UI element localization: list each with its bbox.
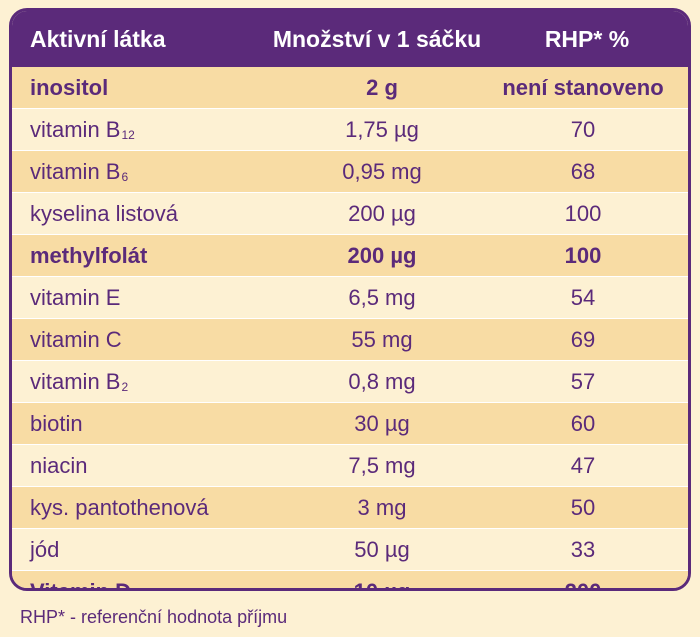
- amount-cell: 0,95 mg: [342, 158, 422, 184]
- rhp-cell: 50: [570, 494, 596, 520]
- substance-name: kys. pantothenová: [30, 494, 209, 520]
- substance-cell: kys. pantothenová: [30, 487, 209, 528]
- substance-name: vitamin B: [30, 116, 121, 142]
- substance-cell: niacin: [30, 445, 87, 486]
- footnote: RHP* - referenční hodnota příjmu: [20, 607, 288, 627]
- rhp-cell: 100: [564, 200, 602, 226]
- table-row: inositol 2 g není stanoveno: [12, 67, 688, 108]
- table-row: vitamin E 6,5 mg 54: [12, 276, 688, 318]
- rhp-cell: 68: [570, 158, 596, 184]
- amount-cell: 2 g: [366, 74, 398, 100]
- substance-name: jód: [30, 536, 60, 562]
- substance-subscript: 6: [121, 169, 129, 184]
- nutrition-table: Aktivní látka Množství v 1 sáčku RHP* % …: [9, 8, 691, 591]
- substance-cell: biotin: [30, 403, 83, 444]
- rhp-cell: 57: [570, 368, 596, 394]
- substance-name: inositol: [30, 74, 109, 100]
- table-row: jód 50 µg 33: [12, 528, 688, 570]
- table-row: biotin 30 µg 60: [12, 402, 688, 444]
- substance-name: vitamin B: [30, 368, 121, 394]
- substance-name: kyselina listová: [30, 200, 178, 226]
- substance-cell: methylfolát: [30, 235, 147, 276]
- table-row: vitamin B 12 1,75 µg 70: [12, 108, 688, 150]
- substance-name: vitamin B: [30, 158, 121, 184]
- table-row: methylfolát 200 µg 100: [12, 234, 688, 276]
- table-row: vitamin B 2 0,8 mg 57: [12, 360, 688, 402]
- rhp-cell: 69: [570, 326, 596, 352]
- rhp-cell: 60: [570, 410, 596, 436]
- table-row: vitamin C 55 mg 69: [12, 318, 688, 360]
- substance-cell: Vitamin D3: [30, 571, 139, 592]
- rhp-cell: 70: [570, 116, 596, 142]
- table-row: kys. pantothenová 3 mg 50: [12, 486, 688, 528]
- amount-cell: 200 µg: [348, 200, 416, 226]
- amount-cell: 0,8 mg: [348, 368, 416, 394]
- substance-name: biotin: [30, 410, 83, 436]
- table-header: Aktivní látka Množství v 1 sáčku RHP* %: [12, 11, 688, 67]
- rhp-cell: není stanoveno: [502, 74, 664, 100]
- substance-cell: vitamin E: [30, 277, 120, 318]
- substance-subscript: 2: [121, 379, 129, 394]
- rhp-cell: 33: [570, 536, 596, 562]
- header-active-substance: Aktivní látka: [30, 25, 166, 52]
- substance-name: vitamin C: [30, 326, 122, 352]
- rhp-cell: 54: [570, 284, 596, 310]
- rhp-cell: 100: [564, 242, 602, 268]
- amount-cell: 3 mg: [357, 494, 407, 520]
- substance-cell: jód: [30, 529, 59, 570]
- substance-name: methylfolát: [30, 242, 148, 268]
- amount-cell: 200 µg: [347, 242, 417, 268]
- amount-cell: 7,5 mg: [348, 452, 416, 478]
- table-body: inositol 2 g není stanoveno vitamin B 12 1,75…: [12, 67, 688, 592]
- amount-cell: 10 µg: [353, 578, 411, 591]
- substance-name: niacin: [30, 452, 88, 478]
- rhp-cell: 200: [564, 578, 602, 591]
- substance-cell: kyselina listová: [30, 193, 178, 234]
- amount-cell: 6,5 mg: [348, 284, 416, 310]
- amount-cell: 30 µg: [354, 410, 410, 436]
- table-row: kyselina listová 200 µg 100: [12, 192, 688, 234]
- substance-name: Vitamin D: [30, 578, 132, 591]
- table-row: niacin 7,5 mg 47: [12, 444, 688, 486]
- substance-cell: vitamin C: [30, 319, 122, 360]
- substance-subscript: 3: [132, 590, 139, 592]
- table-row: vitamin B 6 0,95 mg 68: [12, 150, 688, 192]
- substance-cell: inositol: [30, 67, 108, 108]
- table-row: Vitamin D3 10 µg 200: [12, 570, 688, 592]
- substance-subscript: 12: [121, 127, 135, 142]
- rhp-cell: 47: [570, 452, 596, 478]
- amount-cell: 50 µg: [354, 536, 410, 562]
- amount-cell: 1,75 µg: [345, 116, 419, 142]
- substance-name: vitamin E: [30, 284, 121, 310]
- header-amount: Množství v 1 sáčku: [272, 25, 482, 52]
- header-rhp: RHP* %: [544, 25, 630, 52]
- substance-cell: vitamin B 12: [30, 109, 135, 150]
- amount-cell: 55 mg: [351, 326, 413, 352]
